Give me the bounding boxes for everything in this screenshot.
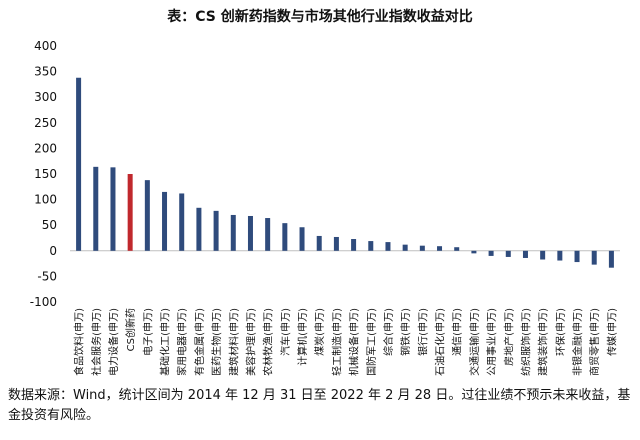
- bar: [282, 223, 288, 251]
- bar: [385, 242, 391, 251]
- x-category-label: 电力设备(申万): [107, 308, 120, 376]
- x-category-label: 建筑装饰(申万): [537, 308, 550, 376]
- x-category-label: 石油石化(申万): [434, 308, 447, 376]
- x-category-label: 轻工制造(申万): [330, 308, 343, 376]
- bars: [76, 77, 614, 268]
- y-tick-label: 350: [34, 65, 57, 79]
- bar: [76, 77, 82, 251]
- bar: [591, 250, 597, 265]
- chart-title: 表：CS 创新药指数与市场其他行业指数收益对比: [167, 9, 473, 25]
- bar: [162, 191, 168, 251]
- x-category-label: 社会服务(申万): [90, 308, 103, 376]
- x-category-label: 美容护理(申万): [244, 308, 257, 376]
- bar: [299, 227, 305, 251]
- x-category-label: 基础化工(申万): [159, 308, 172, 376]
- bar: [144, 180, 150, 251]
- y-tick-label: 0: [49, 244, 57, 258]
- x-category-label: CS创新药: [124, 308, 137, 351]
- bar: [110, 167, 116, 251]
- bar: [93, 166, 99, 251]
- x-category-label: 煤炭(申万): [313, 308, 326, 356]
- x-category-label: 房地产(申万): [502, 308, 515, 366]
- bar: [265, 218, 271, 251]
- x-category-label: 建筑材料(申万): [227, 308, 240, 376]
- bar: [471, 250, 477, 254]
- bar: [540, 250, 546, 260]
- y-tick-label: 50: [42, 218, 57, 232]
- x-category-label: 通信(申万): [451, 308, 464, 356]
- bar: [574, 250, 580, 263]
- y-tick-label: 200: [34, 141, 57, 155]
- bar: [402, 244, 408, 251]
- bar: [179, 193, 185, 251]
- y-tick-label: -100: [30, 295, 57, 309]
- bar-chart: -100 -50 0 50 100 150 200 250 300 350 400 食品饮料(申万)…: [30, 39, 620, 376]
- y-tick-label: 300: [34, 90, 57, 104]
- bar: [368, 241, 374, 251]
- bar: [351, 239, 357, 251]
- bar: [505, 250, 511, 257]
- bar: [247, 215, 253, 251]
- x-category-label: 国防军工(申万): [365, 308, 378, 376]
- bar: [488, 250, 494, 256]
- x-category-label: 家用电器(申万): [176, 308, 189, 376]
- bar: [127, 174, 133, 251]
- x-category-label: 综合(申万): [382, 308, 395, 356]
- bar: [316, 235, 322, 251]
- x-axis-labels: 食品饮料(申万) 社会服务(申万) 电力设备(申万) CS创新药 电子(申万) 基础化工(…: [73, 308, 619, 376]
- x-category-label: 食品饮料(申万): [73, 308, 86, 376]
- y-tick-label: 250: [34, 116, 57, 130]
- x-category-label: 电子(申万): [141, 308, 154, 356]
- y-tick-label: 400: [34, 39, 57, 53]
- bar: [557, 250, 563, 261]
- x-category-label: 汽车(申万): [279, 308, 292, 356]
- bar: [454, 247, 460, 251]
- bar: [230, 214, 236, 251]
- x-category-label: 钢铁(申万): [399, 308, 412, 356]
- x-category-label: 机械设备(申万): [348, 308, 361, 376]
- x-category-label: 农林牧渔(申万): [262, 308, 275, 376]
- x-category-label: 环保(申万): [554, 308, 567, 356]
- bar: [608, 250, 614, 268]
- x-category-label: 传媒(申万): [605, 308, 618, 356]
- bar: [522, 250, 528, 258]
- x-category-label: 商贸零售(申万): [588, 308, 601, 376]
- x-category-label: 医药生物(申万): [210, 308, 223, 376]
- x-category-label: 公用事业(申万): [485, 308, 498, 376]
- bar: [419, 245, 425, 251]
- bar: [333, 236, 339, 251]
- x-category-label: 纺织服饰(申万): [519, 308, 532, 376]
- y-tick-label: -50: [37, 269, 57, 283]
- bar: [196, 207, 202, 251]
- x-category-label: 计算机(申万): [296, 308, 309, 366]
- bar: [437, 246, 443, 251]
- bar: [213, 210, 219, 251]
- x-category-label: 银行(申万): [416, 308, 429, 356]
- y-axis: -100 -50 0 50 100 150 200 250 300 350 400: [30, 39, 57, 309]
- y-tick-label: 100: [34, 193, 57, 207]
- source-footnote: 数据来源：Wind，统计区间为 2014 年 12 月 31 日至 2022 年…: [8, 388, 631, 423]
- x-category-label: 交通运输(申万): [468, 308, 481, 376]
- y-tick-label: 150: [34, 167, 57, 181]
- x-category-label: 有色金属(申万): [193, 308, 206, 376]
- x-category-label: 非银金融(申万): [571, 308, 584, 376]
